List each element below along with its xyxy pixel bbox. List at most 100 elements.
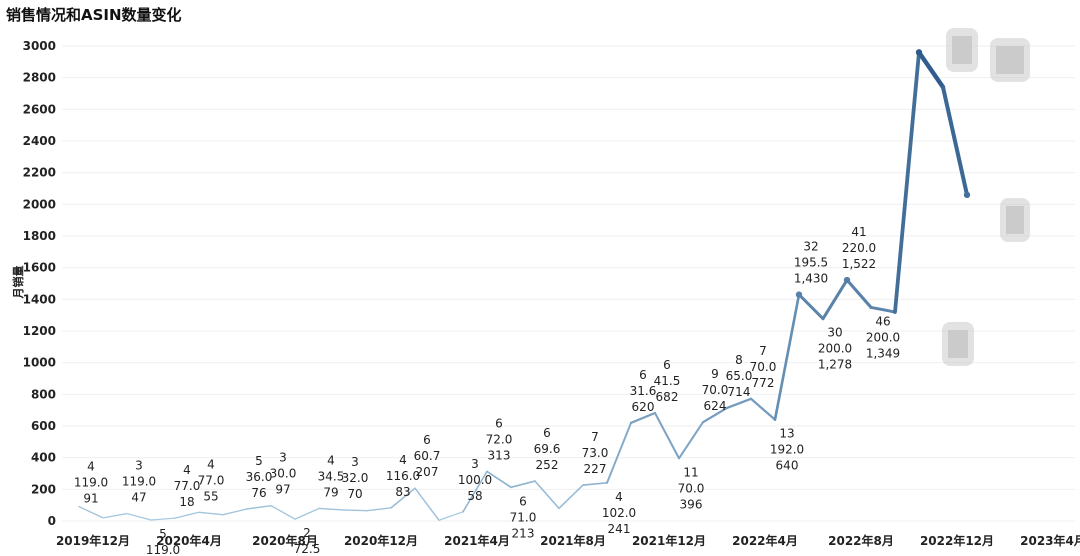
line-segment [102, 512, 128, 519]
data-label: 272.512 [294, 526, 321, 556]
y-tick-label: 1200 [23, 324, 56, 338]
data-label: 30 200.0 1,278 [818, 326, 852, 372]
line-segment [845, 278, 873, 309]
data-label: 41 220.0 1,522 [842, 225, 876, 271]
data-label: 6 69.6 252 [534, 426, 561, 472]
y-tick-label: 2400 [23, 134, 56, 148]
line-segment [749, 397, 777, 421]
pixelated-label-inner [996, 46, 1024, 74]
data-label: 11 70.0 396 [678, 465, 705, 511]
x-axis-ticks: 2019年12月 2020年4月 2020年8月 2020年12月 2021年4月 202… [56, 533, 1080, 548]
y-axis-label: 月销量 [11, 266, 25, 300]
y-tick-label: 2000 [23, 197, 56, 211]
data-label: 46 200.0 1,349 [866, 314, 900, 360]
data-label: 9 70.0 624 [702, 367, 729, 413]
line-segment [462, 470, 488, 513]
y-tick-label: 2600 [23, 102, 56, 116]
y-tick-label: 400 [31, 451, 56, 465]
data-point [843, 276, 851, 284]
line-segment [821, 278, 849, 321]
y-tick-label: 0 [48, 514, 56, 528]
y-tick-label: 600 [31, 419, 56, 433]
x-tick-label: 2021年12月 [632, 533, 706, 548]
x-tick-label: 2023年4月 [1020, 533, 1080, 548]
line-segment [629, 411, 657, 424]
line-segment [606, 421, 632, 484]
data-label: 32 195.5 1,430 [794, 240, 828, 286]
data-label: 4 102.0 241 [602, 490, 636, 536]
series-points [795, 49, 971, 298]
line-segment [246, 504, 272, 510]
line-segment [270, 504, 296, 520]
data-label: 6 72.0 313 [486, 416, 513, 462]
data-label: 6 71.0 213 [510, 494, 537, 540]
data-label: 4 116.0 83 [386, 453, 420, 499]
y-tick-label: 3000 [23, 39, 56, 53]
line-segment [653, 411, 681, 460]
line-segment [438, 511, 464, 521]
x-tick-label: 2022年4月 [732, 533, 798, 548]
x-tick-label: 2019年12月 [56, 533, 130, 548]
x-tick-label: 2022年8月 [828, 533, 894, 548]
line-segment [486, 470, 512, 489]
pixelated-label-inner [1006, 206, 1024, 234]
data-label: 6 41.5 682 [654, 358, 681, 404]
line-segment [916, 50, 946, 90]
line-segment [342, 509, 368, 512]
x-tick-label: 2021年8月 [540, 533, 606, 548]
line-segment [893, 50, 921, 314]
line-segment [869, 305, 897, 314]
pixelated-label-inner [952, 36, 972, 64]
line-segment [677, 421, 705, 460]
data-label: 3 119.0 47 [122, 459, 156, 505]
data-label: 3 32.0 70 [342, 455, 369, 501]
line-segment [582, 482, 608, 486]
line-segment [390, 487, 416, 509]
y-tick-label: 200 [31, 482, 56, 496]
line-segment [701, 406, 729, 424]
line-segment [366, 507, 392, 512]
x-tick-label: 2021年4月 [444, 533, 510, 548]
data-point [963, 191, 971, 199]
x-tick-label: 2020年4月 [156, 533, 222, 548]
x-tick-label: 2020年12月 [344, 533, 418, 548]
data-label: 7 73.0 227 [582, 430, 609, 476]
y-tick-label: 1000 [23, 356, 56, 370]
data-label: 6 31.6 620 [630, 368, 657, 414]
x-tick-label: 2022年12月 [920, 533, 994, 548]
y-tick-label: 2800 [23, 71, 56, 85]
data-label: 6 60.7 207 [414, 433, 441, 479]
line-segment [558, 484, 584, 510]
data-label: 4 77.0 55 [198, 457, 225, 503]
series-line [78, 50, 970, 521]
line-segment [126, 512, 152, 521]
line-segment [773, 293, 801, 421]
grid-lines [62, 45, 1075, 522]
pixelated-label-inner [948, 330, 968, 358]
y-tick-label: 2200 [23, 166, 56, 180]
line-segment [414, 487, 440, 521]
data-label: 5 36.0 76 [246, 454, 273, 500]
line-segment [294, 507, 320, 520]
line-segment [797, 293, 825, 321]
y-tick-label: 1600 [23, 261, 56, 275]
y-tick-label: 1800 [23, 229, 56, 243]
data-label: 13 192.0 640 [770, 427, 804, 473]
line-segment [940, 85, 970, 197]
data-label: 3 30.0 97 [270, 451, 297, 497]
data-label: 8 65.0 714 [726, 353, 753, 399]
line-segment [174, 511, 200, 519]
x-tick-label: 2020年8月 [252, 533, 318, 548]
data-label: 7 70.0 772 [750, 344, 777, 390]
line-segment [222, 508, 248, 516]
line-segment [198, 511, 224, 516]
data-label: 4 34.5 79 [318, 453, 345, 499]
data-point [915, 49, 923, 56]
data-label: 3 100.0 58 [458, 457, 492, 503]
data-label: 4 119.0 91 [74, 460, 108, 506]
y-tick-label: 800 [31, 387, 56, 401]
data-label: 4 77.0 18 [174, 463, 201, 509]
